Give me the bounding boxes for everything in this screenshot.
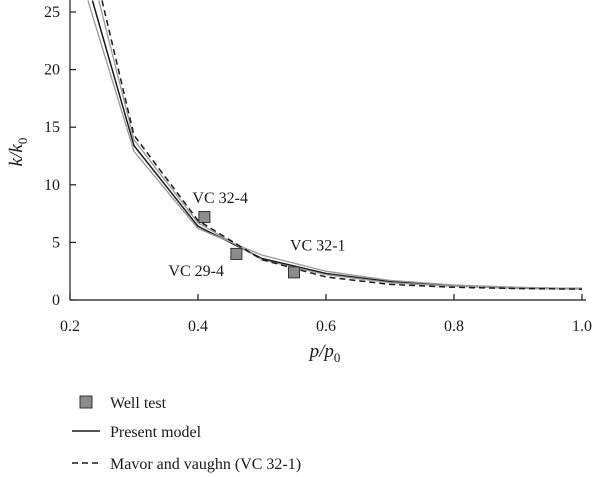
y-tick-label: 5 — [52, 234, 60, 251]
x-tick-label: 0.2 — [60, 318, 80, 335]
y-tick-label: 10 — [44, 177, 60, 194]
point-label: VC 32-4 — [192, 190, 248, 207]
legend-label-present-model: Present model — [110, 424, 202, 441]
well-test-point — [288, 266, 300, 279]
y-tick-label: 25 — [44, 4, 60, 21]
x-tick-label: 0.8 — [444, 318, 464, 335]
legend-marker-well-test — [79, 395, 93, 409]
legend: Well test Present model Mavor and vaughn… — [72, 395, 301, 473]
legend-label-mavor-vaughn: Mavor and vaughn (VC 32-1) — [110, 456, 301, 473]
series-line-3 — [101, 0, 583, 290]
points-layer: VC 32-4 VC 29-4 VC 32-1 — [168, 190, 345, 280]
well-test-point — [230, 247, 243, 260]
point-label: VC 32-1 — [290, 237, 346, 254]
y-tick-label: 20 — [44, 62, 60, 79]
series-line-2 — [98, 0, 583, 290]
series-layer — [87, 0, 583, 290]
x-tick-label: 0.6 — [316, 318, 336, 335]
axes: 0 5 10 15 20 25 0.2 0.4 0.6 0.8 1.0 — [44, 0, 592, 335]
y-tick-label: 0 — [52, 292, 60, 309]
legend-label-well-test: Well test — [110, 395, 167, 412]
well-test-point — [198, 211, 211, 224]
point-label: VC 29-4 — [168, 263, 224, 280]
y-axis-label: k/k0 — [6, 138, 30, 167]
y-tick-label: 15 — [44, 119, 60, 136]
x-tick-label: 0.4 — [188, 318, 208, 335]
series-line-1 — [87, 0, 583, 290]
x-tick-label: 1.0 — [572, 318, 592, 335]
x-axis-label: p/p0 — [308, 341, 341, 365]
